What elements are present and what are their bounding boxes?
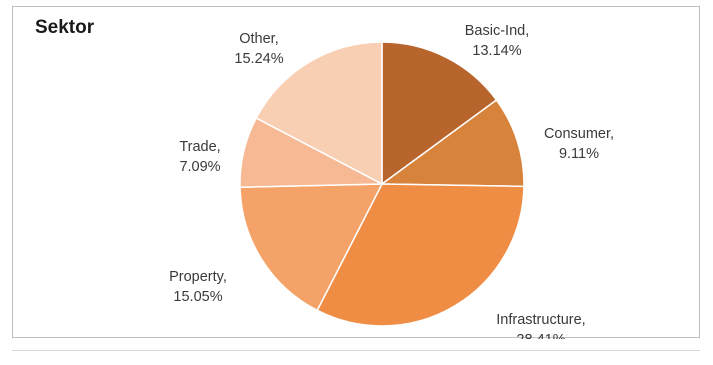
pie-chart: Basic-Ind, 13.14% Consumer, 9.11% Infrastruc… (169, 23, 614, 339)
data-label-infrastructure: Infrastructure,28.41% (496, 312, 585, 339)
pie-labels: Basic-Ind, 13.14% Consumer, 9.11% Infrastruc… (169, 23, 614, 339)
pie-slice-infrastructure (316, 183, 525, 327)
pie-slice-property (239, 183, 384, 312)
chart-frame: Sektor Basic-Ind, 13.14% Consumer, 9.11% Inf… (12, 6, 700, 339)
pie-slices (239, 41, 525, 327)
pie-slice-basic-ind (381, 41, 498, 186)
pie-slice-other (255, 41, 383, 186)
data-label-property: Property, 15.05% (169, 269, 227, 305)
chart-title: Sektor (35, 17, 95, 38)
data-label-basic-ind: Basic-Ind, 13.14% (465, 23, 529, 59)
data-label-trade: Trade, 7.09% (179, 139, 220, 175)
bottom-divider (12, 350, 700, 351)
pie-slice-consumer (379, 98, 525, 188)
data-label-consumer: Consumer, 9.11% (544, 126, 614, 162)
data-label-other: Other, 15.24% (234, 31, 283, 67)
